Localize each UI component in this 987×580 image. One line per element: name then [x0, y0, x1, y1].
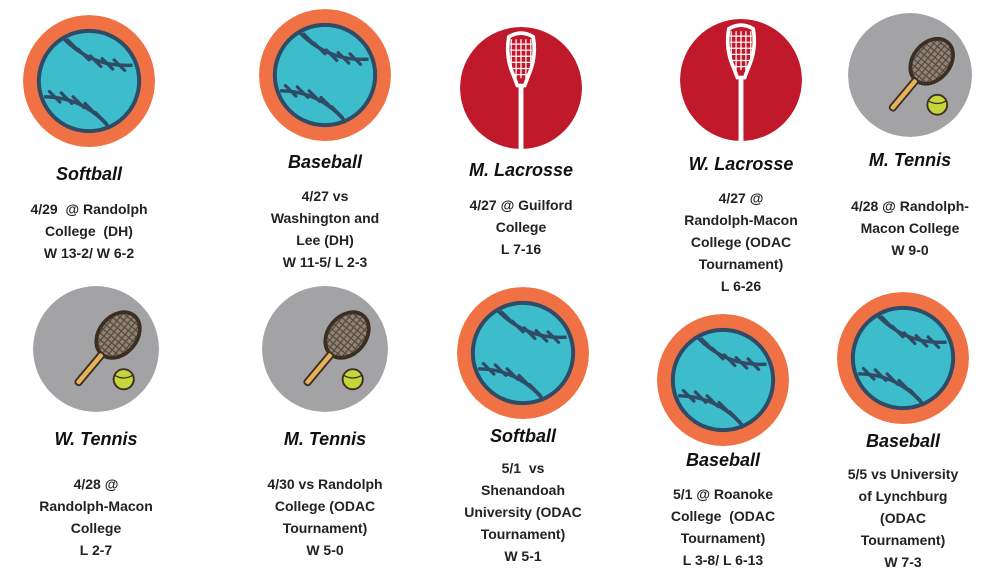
result-line: L 6-26 — [720, 278, 762, 294]
result-line: College — [495, 219, 547, 235]
game-result: 5/5 vs University of Lynchburg (ODAC Tourna… — [803, 463, 987, 573]
result-line: Shenandoah — [480, 482, 565, 498]
lacrosse-stick-icon — [460, 27, 582, 149]
result-line: 4/30 vs Randolph — [267, 476, 383, 492]
softball-icon — [23, 15, 155, 147]
result-line: Tournament) — [282, 520, 368, 536]
result-line: 4/27 @ — [718, 190, 764, 206]
result-line: College (ODAC — [690, 234, 792, 250]
result-line: W 7-3 — [884, 554, 922, 570]
game-result: 5/1 vs Shenandoah University (ODAC Tourname… — [423, 457, 623, 567]
result-line: L 2-7 — [79, 542, 113, 558]
sport-title: W. Tennis — [54, 429, 138, 449]
result-line: Tournament) — [698, 256, 784, 272]
result-line: Lee (DH) — [296, 232, 354, 248]
sport-title: M. Lacrosse — [468, 160, 574, 180]
sport-title: M. Tennis — [283, 429, 367, 449]
result-line: of Lynchburg — [858, 488, 948, 504]
baseball-icon — [657, 314, 789, 446]
game-result: 4/27 vs Washington and Lee (DH) W 11-5/ L 2… — [225, 185, 425, 273]
softball-icon — [457, 287, 589, 419]
game-result: 4/29 @ Randolph College (DH) W 13-2/ W 6-2 — [0, 198, 189, 264]
result-line: W 13-2/ W 6-2 — [43, 245, 135, 261]
sport-title: W. Lacrosse — [688, 154, 794, 174]
result-line: Tournament) — [860, 532, 946, 548]
baseball-icon — [837, 292, 969, 424]
result-line: 4/27 @ Guilford — [469, 197, 573, 213]
game-result: 5/1 @ Roanoke College (ODAC Tournament) L 3… — [623, 483, 823, 571]
result-line: 5/1 vs — [501, 460, 545, 476]
game-result: 4/27 @ Randolph-Macon College (ODAC Tournam… — [641, 187, 841, 297]
result-line: College (DH) — [45, 223, 133, 239]
result-line: L 7-16 — [500, 241, 542, 257]
baseball-icon — [259, 9, 391, 141]
tennis-racket-icon — [33, 286, 159, 412]
result-line: 5/5 vs University — [847, 466, 959, 482]
result-line: 4/27 vs — [301, 188, 349, 204]
result-line: College (ODAC — [670, 508, 776, 524]
result-line: College (ODAC — [274, 498, 376, 514]
sport-title: Softball — [490, 426, 556, 446]
sport-title: M. Tennis — [868, 150, 952, 170]
sport-title: Baseball — [287, 152, 363, 172]
sport-title: Baseball — [865, 431, 941, 451]
result-line: Macon College — [860, 220, 960, 236]
game-result: 4/27 @ Guilford College L 7-16 — [421, 194, 621, 260]
game-result: 4/28 @ Randolph- Macon College W 9-0 — [810, 195, 987, 261]
game-result: 4/28 @ Randolph-Macon College L 2-7 — [0, 473, 196, 561]
result-line: 5/1 @ Roanoke — [672, 486, 774, 502]
result-line: Tournament) — [680, 530, 766, 546]
result-line: 4/29 @ Randolph — [30, 201, 148, 217]
result-line: W 5-1 — [504, 548, 542, 564]
result-line: L 3-8/ L 6-13 — [682, 552, 764, 568]
sport-title: Baseball — [685, 450, 761, 470]
result-line: W 11-5/ L 2-3 — [282, 254, 368, 270]
result-line: W 9-0 — [891, 242, 929, 258]
lacrosse-stick-icon — [680, 19, 802, 141]
result-line: Washington and — [270, 210, 380, 226]
tennis-racket-icon — [848, 13, 972, 137]
result-line: 4/28 @ — [73, 476, 119, 492]
tennis-racket-icon — [262, 286, 388, 412]
sport-title: Softball — [56, 164, 122, 184]
result-line: College — [70, 520, 122, 536]
result-line: Randolph-Macon — [684, 212, 798, 228]
result-line: University (ODAC — [464, 504, 582, 520]
result-line: W 5-0 — [306, 542, 344, 558]
result-line: (ODAC — [880, 510, 926, 526]
result-line: 4/28 @ Randolph- — [851, 198, 969, 214]
result-line: Randolph-Macon — [39, 498, 153, 514]
result-line: Tournament) — [480, 526, 566, 542]
game-result: 4/30 vs Randolph College (ODAC Tournament)… — [225, 473, 425, 561]
